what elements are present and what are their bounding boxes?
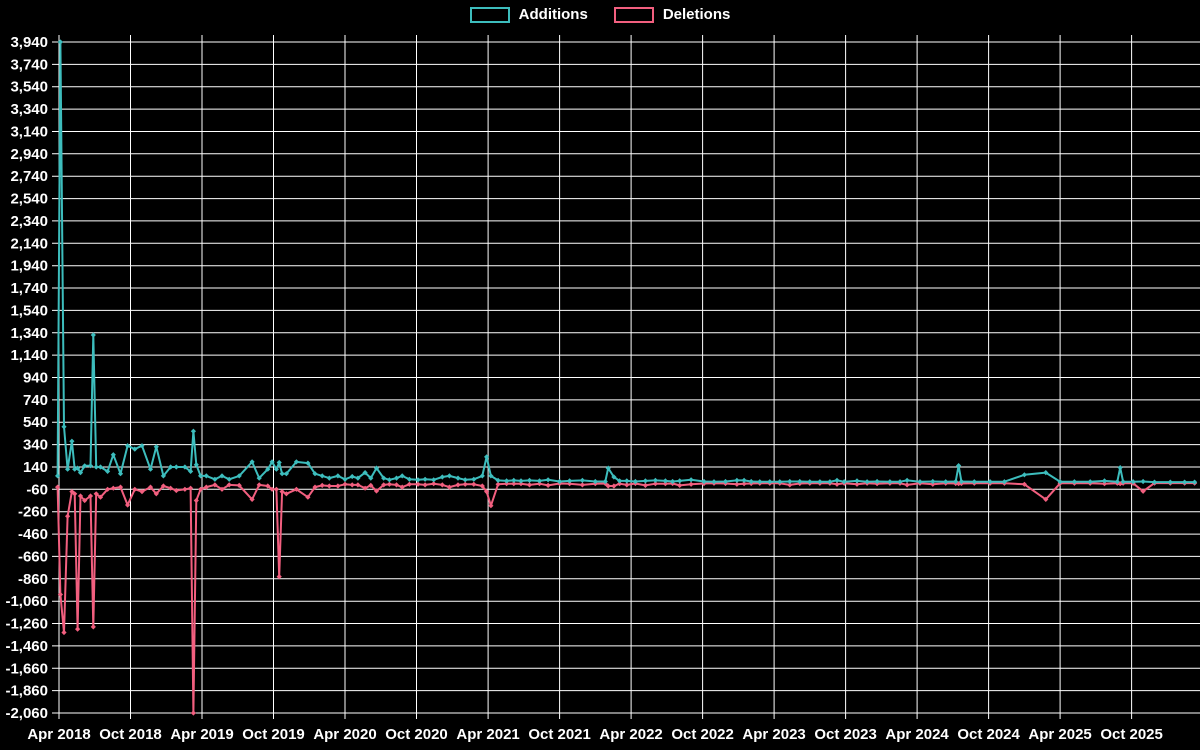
x-tick-label: Oct 2022 [671, 726, 734, 743]
chart-legend: Additions Deletions [0, 6, 1200, 23]
y-tick-label: 1,540 [10, 302, 48, 319]
x-tick-label: Oct 2018 [99, 726, 162, 743]
y-tick-label: -860 [18, 571, 48, 588]
y-tick-label: 1,940 [10, 258, 48, 275]
y-tick-label: 3,340 [10, 101, 48, 118]
series-markers-deletions [55, 480, 1198, 716]
x-tick-label: Oct 2020 [385, 726, 448, 743]
y-tick-label: 1,740 [10, 280, 48, 297]
y-tick-label: -1,260 [5, 616, 48, 633]
x-tick-label: Oct 2019 [242, 726, 305, 743]
x-tick-label: Apr 2022 [599, 726, 662, 743]
legend-label-additions: Additions [518, 6, 588, 23]
x-tick-label: Apr 2023 [742, 726, 805, 743]
y-tick-label: 3,740 [10, 56, 48, 73]
y-tick-label: 3,540 [10, 79, 48, 96]
y-tick-label: -260 [18, 504, 48, 521]
y-tick-label: 3,140 [10, 124, 48, 141]
x-tick-label: Apr 2024 [885, 726, 949, 743]
x-tick-label: Apr 2021 [456, 726, 519, 743]
x-tick-label: Apr 2020 [313, 726, 376, 743]
x-tick-label: Apr 2019 [170, 726, 233, 743]
x-tick-label: Oct 2025 [1100, 726, 1163, 743]
x-tick-label: Oct 2021 [528, 726, 591, 743]
x-tick-label: Apr 2018 [27, 726, 90, 743]
y-tick-label: 340 [23, 437, 48, 454]
legend-item-deletions[interactable]: Deletions [613, 6, 731, 23]
y-tick-label: -1,660 [5, 660, 48, 677]
y-tick-label: -2,060 [5, 705, 48, 722]
y-tick-label: -1,060 [5, 593, 48, 610]
y-tick-label: -660 [18, 548, 48, 565]
x-tick-label: Oct 2023 [814, 726, 877, 743]
y-tick-label: 740 [23, 392, 48, 409]
y-tick-label: 140 [23, 459, 48, 476]
y-tick-label: 1,340 [10, 325, 48, 342]
x-tick-label: Apr 2025 [1028, 726, 1091, 743]
additions-swatch-icon [469, 6, 510, 23]
y-tick-label: 3,940 [10, 34, 48, 51]
deletions-swatch-icon [613, 6, 654, 23]
y-tick-label: 1,140 [10, 347, 48, 364]
y-tick-label: 2,540 [10, 191, 48, 208]
y-tick-label: 2,740 [10, 168, 48, 185]
legend-item-additions[interactable]: Additions [469, 6, 588, 23]
legend-label-deletions: Deletions [662, 6, 731, 23]
y-tick-label: 540 [23, 414, 48, 431]
series-line-additions [56, 41, 1196, 484]
series-line-deletions [56, 482, 1196, 714]
x-tick-label: Oct 2024 [957, 726, 1020, 743]
y-tick-label: 940 [23, 370, 48, 387]
y-tick-label: 2,940 [10, 146, 48, 163]
y-tick-label: -1,860 [5, 683, 48, 700]
y-tick-label: 2,140 [10, 235, 48, 252]
y-tick-label: 2,340 [10, 213, 48, 230]
series-markers-additions [55, 39, 1198, 485]
y-tick-label: -60 [26, 481, 48, 498]
y-tick-label: -1,460 [5, 638, 48, 655]
y-tick-label: -460 [18, 526, 48, 543]
